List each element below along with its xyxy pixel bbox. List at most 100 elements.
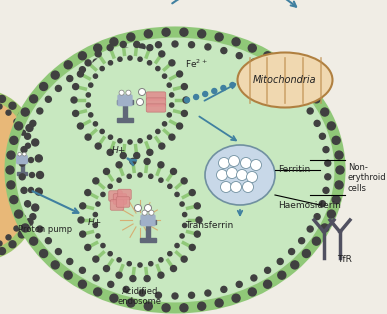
- Circle shape: [107, 45, 113, 51]
- Circle shape: [198, 302, 206, 310]
- Circle shape: [149, 174, 153, 178]
- Circle shape: [35, 155, 42, 162]
- Circle shape: [277, 76, 283, 82]
- Circle shape: [332, 196, 340, 204]
- Circle shape: [158, 272, 164, 278]
- Circle shape: [175, 243, 179, 248]
- Circle shape: [159, 51, 165, 57]
- Circle shape: [127, 174, 131, 178]
- Circle shape: [156, 42, 161, 48]
- Circle shape: [73, 84, 79, 89]
- Circle shape: [85, 190, 91, 196]
- Circle shape: [144, 204, 151, 212]
- Circle shape: [101, 243, 105, 248]
- Circle shape: [126, 90, 131, 95]
- Circle shape: [163, 74, 167, 78]
- Circle shape: [0, 95, 5, 102]
- Circle shape: [170, 103, 174, 107]
- Circle shape: [182, 111, 187, 116]
- Text: Ferritin: Ferritin: [278, 165, 310, 175]
- FancyBboxPatch shape: [17, 159, 27, 162]
- Circle shape: [21, 215, 26, 220]
- Circle shape: [336, 166, 344, 174]
- Circle shape: [118, 139, 122, 143]
- Circle shape: [321, 224, 329, 232]
- Circle shape: [108, 61, 113, 65]
- Circle shape: [194, 231, 200, 237]
- Circle shape: [18, 231, 25, 238]
- Circle shape: [6, 166, 14, 174]
- FancyBboxPatch shape: [110, 200, 124, 210]
- Circle shape: [215, 299, 223, 307]
- Text: Mitochondria: Mitochondria: [253, 75, 317, 85]
- Circle shape: [21, 147, 27, 153]
- Circle shape: [142, 210, 147, 215]
- Circle shape: [248, 288, 256, 296]
- Circle shape: [93, 122, 98, 126]
- Circle shape: [291, 261, 299, 269]
- Circle shape: [181, 256, 187, 262]
- Circle shape: [93, 59, 99, 65]
- Circle shape: [156, 292, 161, 298]
- Circle shape: [138, 263, 142, 267]
- Circle shape: [29, 187, 33, 192]
- FancyBboxPatch shape: [17, 156, 27, 164]
- Circle shape: [264, 52, 272, 60]
- Circle shape: [230, 83, 235, 88]
- Circle shape: [103, 168, 110, 175]
- Circle shape: [45, 96, 51, 102]
- Circle shape: [78, 48, 182, 152]
- Circle shape: [9, 102, 16, 109]
- Circle shape: [325, 174, 331, 180]
- Circle shape: [169, 60, 175, 66]
- Circle shape: [85, 244, 91, 251]
- Circle shape: [251, 275, 257, 281]
- Circle shape: [32, 139, 39, 146]
- Circle shape: [312, 95, 320, 103]
- Circle shape: [221, 85, 226, 90]
- Circle shape: [45, 238, 51, 244]
- Circle shape: [10, 196, 18, 204]
- Circle shape: [127, 299, 135, 307]
- Circle shape: [149, 210, 154, 215]
- Circle shape: [37, 226, 43, 232]
- Circle shape: [180, 234, 184, 238]
- Circle shape: [248, 44, 256, 52]
- FancyBboxPatch shape: [109, 191, 122, 201]
- Circle shape: [77, 71, 84, 77]
- Circle shape: [172, 41, 178, 47]
- Circle shape: [130, 159, 136, 165]
- Circle shape: [0, 247, 5, 255]
- Circle shape: [100, 129, 104, 133]
- Circle shape: [25, 133, 31, 139]
- Text: Acidified
endosome: Acidified endosome: [118, 287, 162, 306]
- Circle shape: [302, 250, 310, 257]
- Circle shape: [116, 162, 122, 168]
- Circle shape: [299, 96, 305, 102]
- Circle shape: [144, 159, 150, 165]
- Circle shape: [158, 162, 164, 168]
- Circle shape: [107, 149, 113, 155]
- Circle shape: [159, 258, 163, 262]
- Circle shape: [120, 41, 126, 47]
- FancyBboxPatch shape: [117, 100, 133, 104]
- Circle shape: [21, 130, 26, 135]
- Circle shape: [188, 42, 195, 48]
- Circle shape: [39, 250, 48, 257]
- Text: Haemosiderin: Haemosiderin: [278, 201, 341, 209]
- Circle shape: [307, 108, 313, 114]
- Text: TfR: TfR: [337, 255, 352, 264]
- Circle shape: [159, 143, 165, 149]
- Circle shape: [89, 83, 93, 87]
- FancyBboxPatch shape: [116, 197, 130, 207]
- Circle shape: [219, 158, 229, 169]
- Circle shape: [26, 202, 31, 207]
- Circle shape: [25, 201, 31, 207]
- Circle shape: [299, 238, 305, 244]
- FancyBboxPatch shape: [141, 215, 155, 225]
- Circle shape: [171, 168, 176, 175]
- Circle shape: [123, 48, 129, 54]
- Circle shape: [93, 213, 98, 217]
- Circle shape: [226, 167, 238, 178]
- Circle shape: [86, 103, 91, 107]
